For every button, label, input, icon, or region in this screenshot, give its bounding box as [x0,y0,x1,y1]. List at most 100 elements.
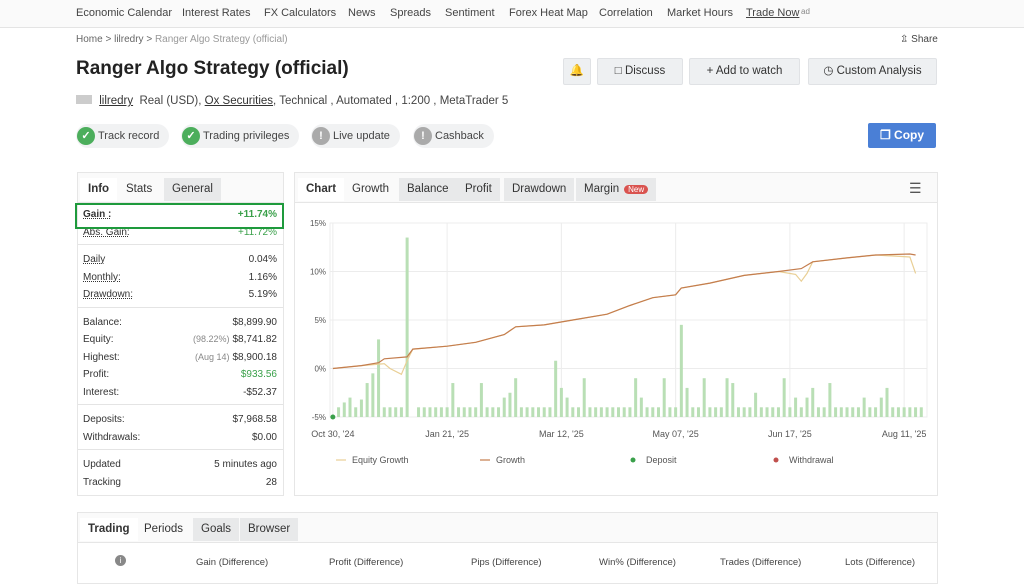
nav-item[interactable]: Spreads [390,7,431,19]
bar [371,373,375,417]
bar [611,407,615,417]
bar [725,378,729,417]
row-value: $933.56 [241,369,277,380]
x-tick-label: Jun 17, '25 [768,429,812,439]
settings-icon[interactable]: ☰ [909,180,922,196]
tab[interactable]: Periods [136,518,191,541]
bar [434,407,438,417]
bar [719,407,723,417]
row-value: 1.16% [249,272,277,283]
tab[interactable]: Growth [344,178,397,201]
row-value-text: $0.00 [251,431,277,443]
account-details: , Technical , Automated , 1:200 , MetaTr… [273,95,509,107]
bar [559,387,563,417]
bar [594,407,598,417]
nav-item[interactable]: News [348,7,376,19]
tab[interactable]: Profit [457,178,500,201]
row-label: Drawdown: [83,289,134,300]
nav-item[interactable]: Forex Heat Map [509,7,588,19]
bar [742,407,746,417]
bar [759,407,763,417]
bell-button[interactable]: 🔔 [563,58,591,85]
bar [668,407,672,417]
bar [691,407,695,417]
discuss-button[interactable]: □ Discuss [597,58,683,85]
nav-item[interactable]: Trade Now [746,7,800,19]
badge: ! Live update [311,124,400,148]
button-text: Custom Analysis [836,65,922,77]
tab-text: Goals [201,523,232,535]
tab[interactable]: Drawdown [504,178,575,201]
bar [497,407,501,417]
x-tick-label: Oct 30, '24 [311,429,354,439]
nav-item[interactable]: FX Calculators [264,7,337,19]
row-value-text: 28 [265,476,277,488]
row-label: Highest: [83,351,120,363]
tab[interactable]: Chart [298,178,345,201]
line [332,253,916,370]
system-title: Ranger Algo Strategy (official) [76,58,349,79]
bar [874,407,878,417]
analysis-button[interactable]: ◷ Custom Analysis [808,58,937,85]
tab[interactable]: Goals [193,518,240,541]
separator [78,306,283,308]
bar [462,407,466,417]
tab[interactable]: General [164,178,221,201]
info-row: Drawdown: 5.19% [83,289,277,300]
info-row: Withdrawals: $0.00 [83,432,277,443]
badge-text: Track record [98,130,160,142]
info-row: Highest: (Aug 14) $8,900.18 [83,352,277,363]
info-row: Deposits: $7,968.58 [83,414,277,425]
row-value-text: +11.74% [237,209,277,220]
bar [502,397,506,417]
broker-link[interactable]: Ox Securities [204,95,274,107]
tab[interactable]: Info [80,178,118,201]
bar [839,407,843,417]
nav-item[interactable]: Correlation [599,7,653,19]
row-value-text: $8,899.90 [232,316,278,328]
bar [571,407,575,417]
nav-item[interactable]: Economic Calendar [76,7,172,19]
row-value: -$52.37 [243,387,277,398]
row-value: $7,968.58 [233,414,278,425]
column-header: Win% (Difference) [599,557,676,568]
bar [519,407,523,417]
legend-label: Equity Growth [352,455,409,465]
tab-text: Info [88,183,110,195]
info-row: Daily 0.04% [83,254,277,265]
bar [845,407,849,417]
bar [885,387,889,417]
row-label: Equity: [83,334,114,345]
bar [359,399,363,417]
row-value-text: 5.19% [248,289,277,300]
bar [685,387,689,417]
crumb-item[interactable]: Ranger Algo Strategy (official) [154,34,288,45]
bar [679,324,683,417]
bar [696,407,700,417]
row-value-text: -$52.37 [243,386,277,398]
y-tick-label: 10% [310,268,326,277]
watch-button[interactable]: + Add to watch [689,58,800,85]
tab[interactable]: Balance [399,178,457,201]
bar [651,407,655,417]
share-link[interactable]: ⇫ Share [900,34,938,45]
tab[interactable]: Stats [118,178,160,201]
ad-tag: ad [801,7,810,16]
copy-button[interactable]: ❐ Copy [868,123,936,148]
nav-item[interactable]: Market Hours [667,7,734,19]
user-link[interactable]: lilredry [99,95,134,107]
bar [776,407,780,417]
tab[interactable]: Margin New [576,178,657,201]
bar [582,378,586,417]
tab[interactable]: Browser [240,518,299,541]
nav-item[interactable]: Interest Rates [182,7,251,19]
crumb-item[interactable]: lilredry [114,34,144,45]
nav-item[interactable]: Sentiment [445,7,495,19]
info-row: Interest: -$52.37 [83,387,277,398]
tab[interactable]: Trading [80,518,138,541]
row-label: Deposits: [83,414,125,425]
trading-tabs: Trading Periods Goals Browser [78,513,937,543]
bar [577,407,581,417]
crumb-item[interactable]: Home [76,34,103,45]
bar [702,378,706,417]
